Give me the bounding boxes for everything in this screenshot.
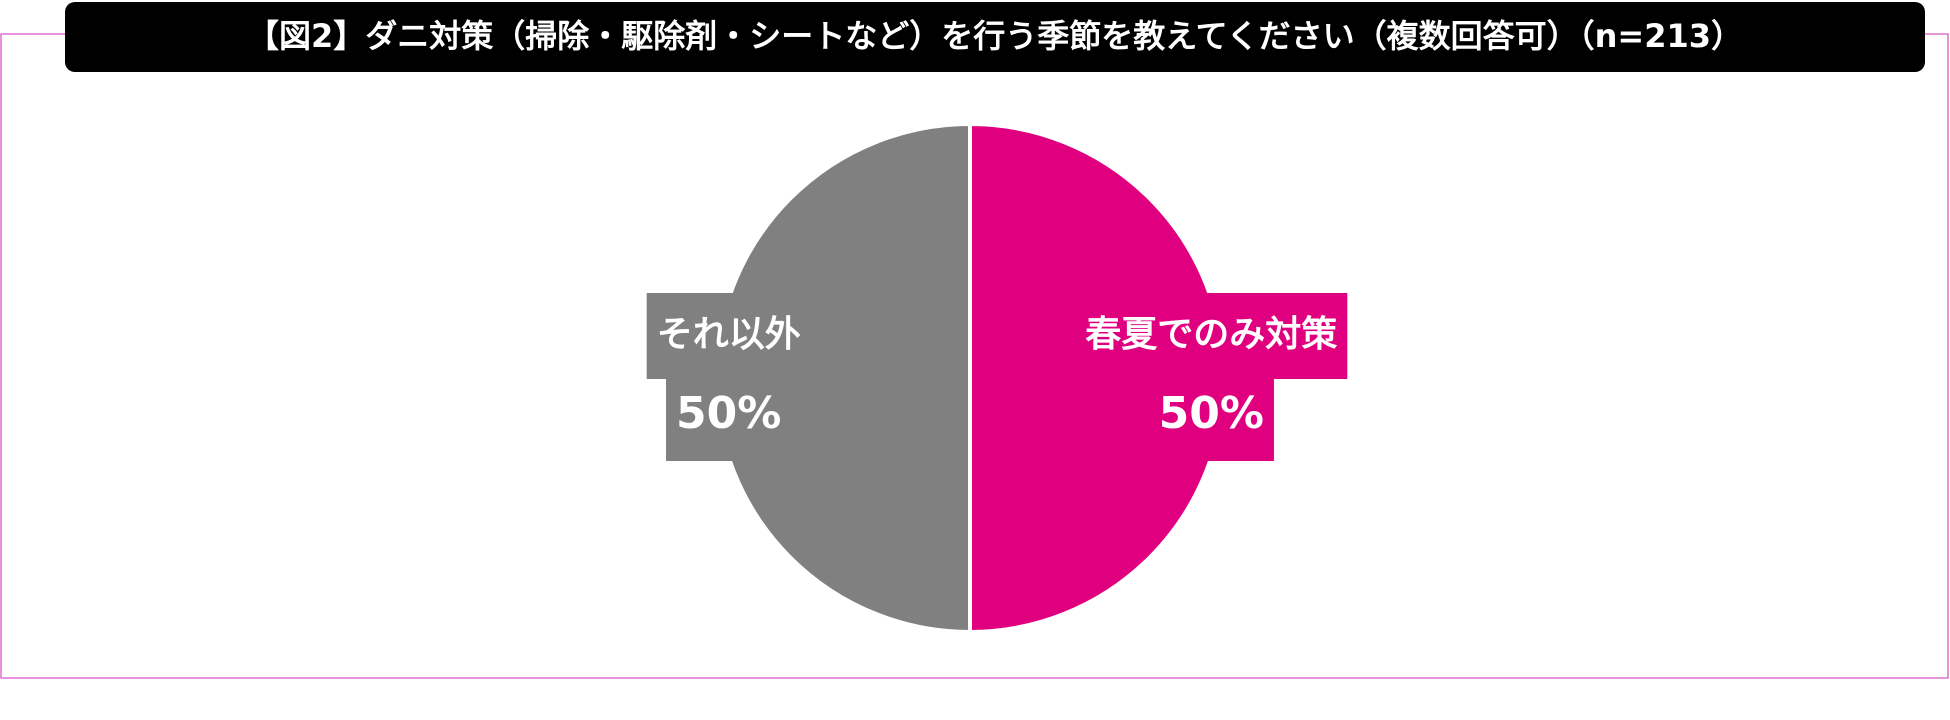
- value-label: 50%: [1159, 388, 1264, 439]
- chart-title: 【図2】ダニ対策（掃除・駆除剤・シートなど）を行う季節を教えてください（複数回答…: [247, 17, 1743, 55]
- slice-label: それ以外 50%: [646, 293, 811, 461]
- label-bg: [666, 379, 792, 461]
- category-label: それ以外: [657, 314, 801, 355]
- category-label: 春夏でのみ対策: [1085, 314, 1337, 355]
- value-label: 50%: [676, 388, 781, 439]
- title-bar: [65, 2, 1925, 72]
- label-bg: [1075, 293, 1348, 379]
- label-bg: [1148, 379, 1274, 461]
- label-bg: [646, 293, 811, 379]
- slice-label: 春夏でのみ対策 50%: [1075, 293, 1348, 461]
